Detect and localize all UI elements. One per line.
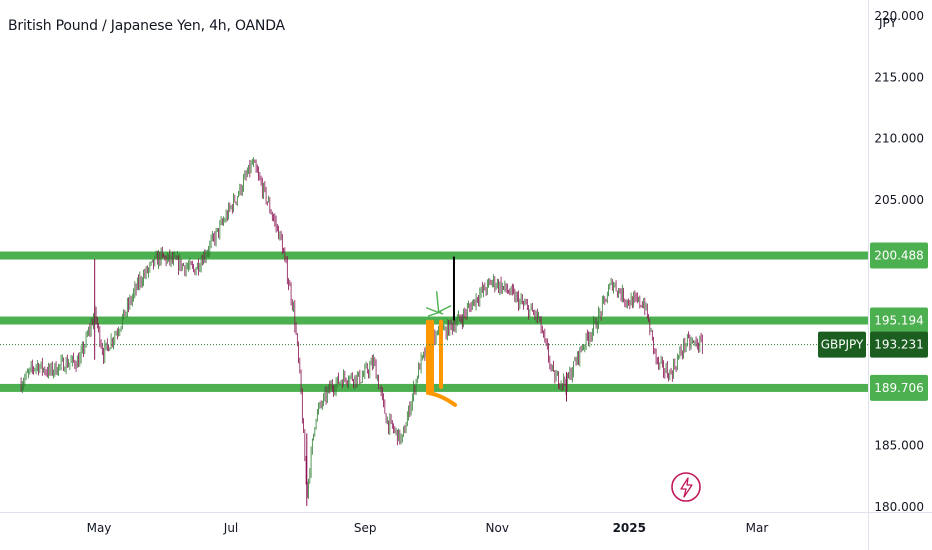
price-tick-label: 220.000 (874, 9, 924, 23)
price-tick-label: 185.000 (874, 439, 924, 453)
time-tick-label: Nov (486, 521, 509, 535)
price-axis-divider (868, 0, 869, 550)
time-tick-label: Mar (746, 521, 769, 535)
drawing-green-tick[interactable] (425, 291, 452, 317)
flash-circle-icon[interactable] (671, 472, 701, 502)
price-tick-label: 205.000 (874, 193, 924, 207)
last-price-tag: 193.231 (870, 331, 928, 358)
level-price-tag-text: 189.706 (874, 381, 924, 395)
level-line-0[interactable] (0, 251, 868, 260)
level-line-1[interactable] (0, 316, 868, 325)
last-price-tag-text: 193.231 (874, 338, 924, 352)
time-axis-divider (0, 512, 932, 513)
candles (20, 157, 703, 506)
level-price-tag: 189.706 (870, 374, 928, 401)
time-tick-label: 2025 (613, 521, 646, 535)
time-tick-label: Sep (354, 521, 377, 535)
level-price-tag-text: 200.488 (874, 249, 924, 263)
time-axis: May Jul Sep Nov 2025 Mar (87, 521, 769, 535)
price-tick-label: 215.000 (874, 70, 924, 84)
price-tick-label: 180.000 (874, 500, 924, 514)
time-tick-label: May (87, 521, 112, 535)
level-price-tag: 200.488 (870, 242, 928, 269)
symbol-tag[interactable]: GBPJPY (818, 331, 866, 358)
drawing-orange-marker[interactable] (426, 319, 457, 407)
chart-title: British Pound / Japanese Yen, 4h, OANDA (8, 18, 285, 34)
symbol-tag-text: GBPJPY (821, 338, 864, 352)
price-tags: 200.488 195.194 189.706 GBPJPY 193.231 (818, 242, 928, 401)
time-tick-label: Jul (223, 521, 238, 535)
price-tick-label: 210.000 (874, 132, 924, 146)
level-price-tag: 195.194 (870, 307, 928, 334)
drawings (425, 256, 457, 407)
currency-button[interactable]: JPY (879, 16, 897, 30)
level-price-tag-text: 195.194 (874, 314, 924, 328)
price-axis: 180.000 185.000 205.000 210.000 215.000 220.0… (874, 9, 924, 514)
